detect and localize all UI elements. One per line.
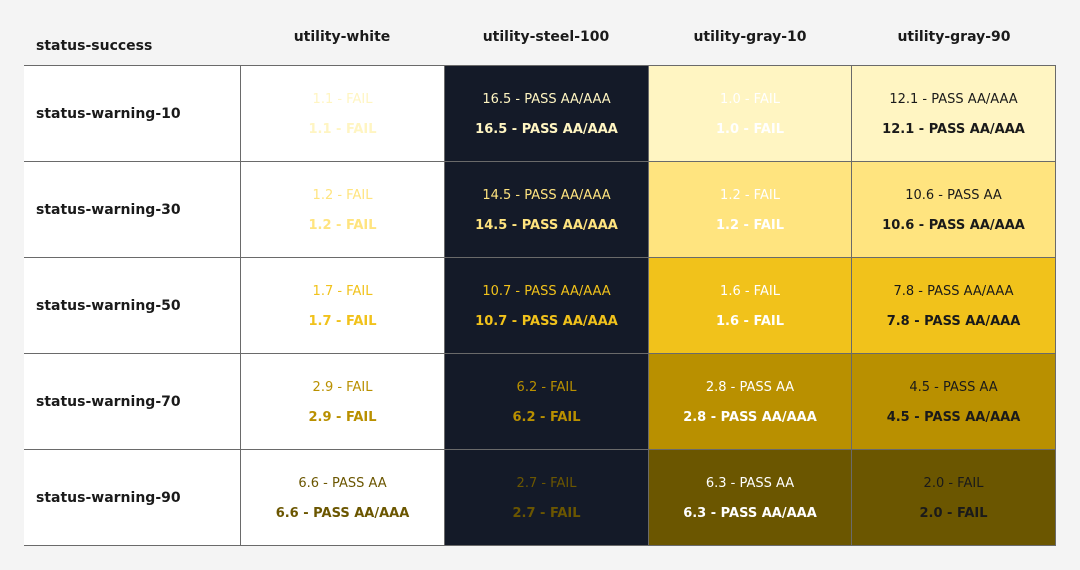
column-divider [851, 65, 852, 546]
contrast-cell: 10.6 - PASS AA 10.6 - PASS AA/AAA [852, 162, 1055, 257]
row-divider [24, 257, 1056, 258]
contrast-result-bold: 16.5 - PASS AA/AAA [475, 121, 618, 137]
contrast-result-bold: 2.9 - FAIL [308, 409, 377, 425]
contrast-cell: 2.9 - FAIL 2.9 - FAIL [241, 354, 444, 449]
contrast-result-regular: 1.2 - FAIL [720, 187, 780, 203]
contrast-cell: 1.2 - FAIL 1.2 - FAIL [241, 162, 444, 257]
contrast-result-bold: 7.8 - PASS AA/AAA [886, 313, 1021, 329]
contrast-cell: 14.5 - PASS AA/AAA 14.5 - PASS AA/AAA [445, 162, 648, 257]
row-divider [24, 161, 1056, 162]
contrast-result-regular: 2.7 - FAIL [516, 475, 577, 491]
contrast-cell: 1.7 - FAIL 1.7 - FAIL [241, 258, 444, 353]
column-divider [648, 65, 649, 546]
row-divider [24, 545, 1056, 546]
row-label-status-warning-10: status-warning-10 [36, 106, 181, 122]
contrast-cell: 2.8 - PASS AA 2.8 - PASS AA/AAA [649, 354, 851, 449]
contrast-cell: 16.5 - PASS AA/AAA 16.5 - PASS AA/AAA [445, 66, 648, 161]
contrast-result-bold: 1.0 - FAIL [715, 121, 785, 137]
column-divider [444, 65, 445, 546]
contrast-result-bold: 6.3 - PASS AA/AAA [683, 505, 817, 521]
contrast-result-regular: 2.0 - FAIL [923, 475, 984, 491]
contrast-result-regular: 1.1 - FAIL [312, 91, 373, 107]
contrast-result-bold: 1.6 - FAIL [715, 313, 785, 329]
contrast-result-bold: 6.6 - PASS AA/AAA [275, 505, 410, 521]
contrast-cell: 12.1 - PASS AA/AAA 12.1 - PASS AA/AAA [852, 66, 1055, 161]
contrast-cell: 4.5 - PASS AA 4.5 - PASS AA/AAA [852, 354, 1055, 449]
contrast-result-bold: 14.5 - PASS AA/AAA [475, 217, 618, 233]
contrast-result-regular: 16.5 - PASS AA/AAA [482, 91, 611, 107]
contrast-result-bold: 12.1 - PASS AA/AAA [882, 121, 1025, 137]
contrast-cell: 2.7 - FAIL 2.7 - FAIL [445, 450, 648, 545]
contrast-cell: 7.8 - PASS AA/AAA 7.8 - PASS AA/AAA [852, 258, 1055, 353]
contrast-result-regular: 10.6 - PASS AA [905, 187, 1002, 203]
contrast-result-regular: 14.5 - PASS AA/AAA [482, 187, 611, 203]
contrast-result-bold: 4.5 - PASS AA/AAA [886, 409, 1021, 425]
contrast-result-regular: 10.7 - PASS AA/AAA [482, 283, 611, 299]
row-label-status-warning-90: status-warning-90 [36, 490, 181, 506]
contrast-result-regular: 6.3 - PASS AA [705, 475, 795, 491]
contrast-result-regular: 6.2 - FAIL [516, 379, 577, 395]
contrast-result-bold: 6.2 - FAIL [512, 409, 581, 425]
contrast-cell: 6.3 - PASS AA 6.3 - PASS AA/AAA [649, 450, 851, 545]
contrast-result-regular: 1.2 - FAIL [312, 187, 373, 203]
corner-header: status-success [36, 38, 153, 54]
contrast-result-regular: 2.8 - PASS AA [705, 379, 795, 395]
contrast-cell: 10.7 - PASS AA/AAA 10.7 - PASS AA/AAA [445, 258, 648, 353]
column-divider [1055, 65, 1056, 546]
contrast-cell: 1.0 - FAIL 1.0 - FAIL [649, 66, 851, 161]
contrast-cell: 1.1 - FAIL 1.1 - FAIL [241, 66, 444, 161]
row-divider [24, 449, 1056, 450]
contrast-result-bold: 10.6 - PASS AA/AAA [882, 217, 1025, 233]
contrast-result-bold: 2.0 - FAIL [919, 505, 988, 521]
contrast-result-regular: 4.5 - PASS AA [909, 379, 998, 395]
column-header-utility-steel-100: utility-steel-100 [482, 29, 610, 45]
contrast-cell: 1.6 - FAIL 1.6 - FAIL [649, 258, 851, 353]
row-divider [24, 65, 1056, 66]
contrast-cell: 6.6 - PASS AA 6.6 - PASS AA/AAA [241, 450, 444, 545]
contrast-result-regular: 1.0 - FAIL [720, 91, 780, 107]
row-divider [24, 353, 1056, 354]
contrast-result-regular: 2.9 - FAIL [312, 379, 373, 395]
row-label-status-warning-70: status-warning-70 [36, 394, 181, 410]
column-divider [240, 65, 241, 546]
contrast-cell: 1.2 - FAIL 1.2 - FAIL [649, 162, 851, 257]
contrast-result-bold: 1.7 - FAIL [308, 313, 377, 329]
contrast-result-regular: 12.1 - PASS AA/AAA [889, 91, 1018, 107]
contrast-result-regular: 6.6 - PASS AA [298, 475, 387, 491]
contrast-result-bold: 1.1 - FAIL [308, 121, 377, 137]
column-header-utility-white: utility-white [293, 29, 391, 45]
contrast-result-bold: 2.8 - PASS AA/AAA [683, 409, 817, 425]
contrast-cell: 2.0 - FAIL 2.0 - FAIL [852, 450, 1055, 545]
contrast-result-regular: 1.7 - FAIL [312, 283, 373, 299]
column-header-utility-gray-10: utility-gray-10 [693, 29, 807, 45]
contrast-result-bold: 2.7 - FAIL [512, 505, 581, 521]
contrast-result-bold: 1.2 - FAIL [308, 217, 377, 233]
row-label-status-warning-50: status-warning-50 [36, 298, 181, 314]
contrast-cell: 6.2 - FAIL 6.2 - FAIL [445, 354, 648, 449]
row-label-status-warning-30: status-warning-30 [36, 202, 181, 218]
contrast-result-bold: 1.2 - FAIL [715, 217, 785, 233]
contrast-result-regular: 7.8 - PASS AA/AAA [893, 283, 1014, 299]
contrast-result-regular: 1.6 - FAIL [720, 283, 780, 299]
contrast-result-bold: 10.7 - PASS AA/AAA [475, 313, 618, 329]
column-header-utility-gray-90: utility-gray-90 [897, 29, 1011, 45]
